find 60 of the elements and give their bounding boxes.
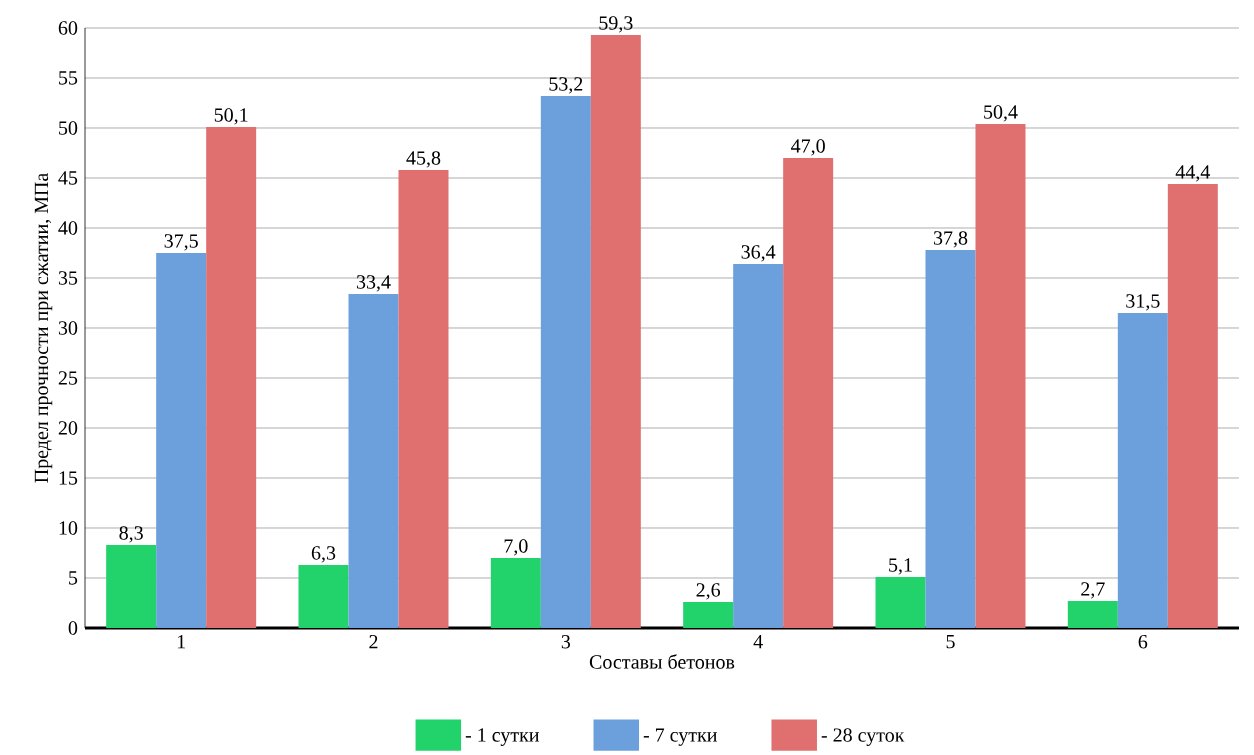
data-label: 53,2 — [549, 77, 583, 94]
y-tick-label: 35 — [58, 271, 78, 285]
data-label: 33,4 — [356, 275, 391, 292]
y-tick-label: 50 — [59, 121, 78, 135]
legend-label: - 7 сутки — [643, 728, 717, 746]
data-label: 50,4 — [984, 105, 1018, 122]
y-tick-label: 45 — [58, 171, 78, 185]
data-label: 7,0 — [504, 539, 528, 556]
data-label: 2,7 — [1081, 582, 1105, 599]
y-tick-label: 5 — [69, 571, 78, 585]
data-label: 37,8 — [933, 231, 968, 248]
bar — [1067, 601, 1118, 629]
y-axis-title: Предел прочности при сжатии, МПа — [34, 173, 53, 483]
data-label: 50,1 — [214, 108, 248, 125]
bar — [590, 35, 641, 629]
x-tick-label: 2 — [369, 635, 378, 649]
data-label: 59,3 — [599, 16, 633, 33]
y-tick-label: 15 — [59, 471, 78, 485]
bar — [298, 565, 349, 629]
y-tick-label: 40 — [58, 221, 78, 235]
bar — [975, 124, 1026, 629]
legend-label: - 28 суток — [821, 728, 905, 747]
x-tick-label: 4 — [753, 635, 763, 649]
bar — [398, 170, 449, 629]
data-label: 2,6 — [696, 583, 721, 600]
y-tick-label: 0 — [68, 621, 78, 635]
x-tick-label: 5 — [946, 635, 955, 649]
y-tick-label: 30 — [58, 321, 78, 335]
bar — [106, 545, 157, 629]
bar — [540, 96, 591, 629]
bar — [348, 294, 399, 629]
bar — [1117, 313, 1168, 629]
x-tick-label: 6 — [1138, 635, 1148, 649]
x-tick-label: 1 — [177, 635, 185, 649]
bar — [925, 250, 976, 629]
y-tick-label: 60 — [58, 21, 78, 35]
x-axis-title: Составы бетонов — [589, 654, 735, 669]
data-label: 36,4 — [741, 245, 776, 262]
bar — [783, 158, 834, 629]
y-tick-label: 55 — [59, 71, 78, 85]
bar — [875, 577, 926, 629]
bar — [683, 602, 734, 629]
data-label: 6,3 — [311, 546, 336, 563]
bar — [733, 264, 784, 629]
data-label: 37,5 — [164, 234, 198, 251]
y-tick-label: 25 — [58, 371, 78, 385]
data-label: 45,8 — [406, 151, 441, 168]
x-tick-label: 3 — [561, 635, 571, 649]
bar — [156, 253, 207, 629]
data-label: 31,5 — [1126, 294, 1160, 311]
bar — [490, 558, 541, 629]
data-label: 44,4 — [1175, 165, 1211, 182]
y-tick-label: 20 — [58, 421, 78, 435]
bar — [1167, 184, 1218, 629]
y-tick-label: 10 — [59, 521, 78, 535]
data-label: 8,3 — [119, 526, 143, 543]
data-label: 47,0 — [791, 139, 825, 156]
legend-label: - 1 сутки — [465, 728, 540, 747]
data-label: 5,1 — [889, 558, 912, 575]
bar — [206, 127, 257, 629]
